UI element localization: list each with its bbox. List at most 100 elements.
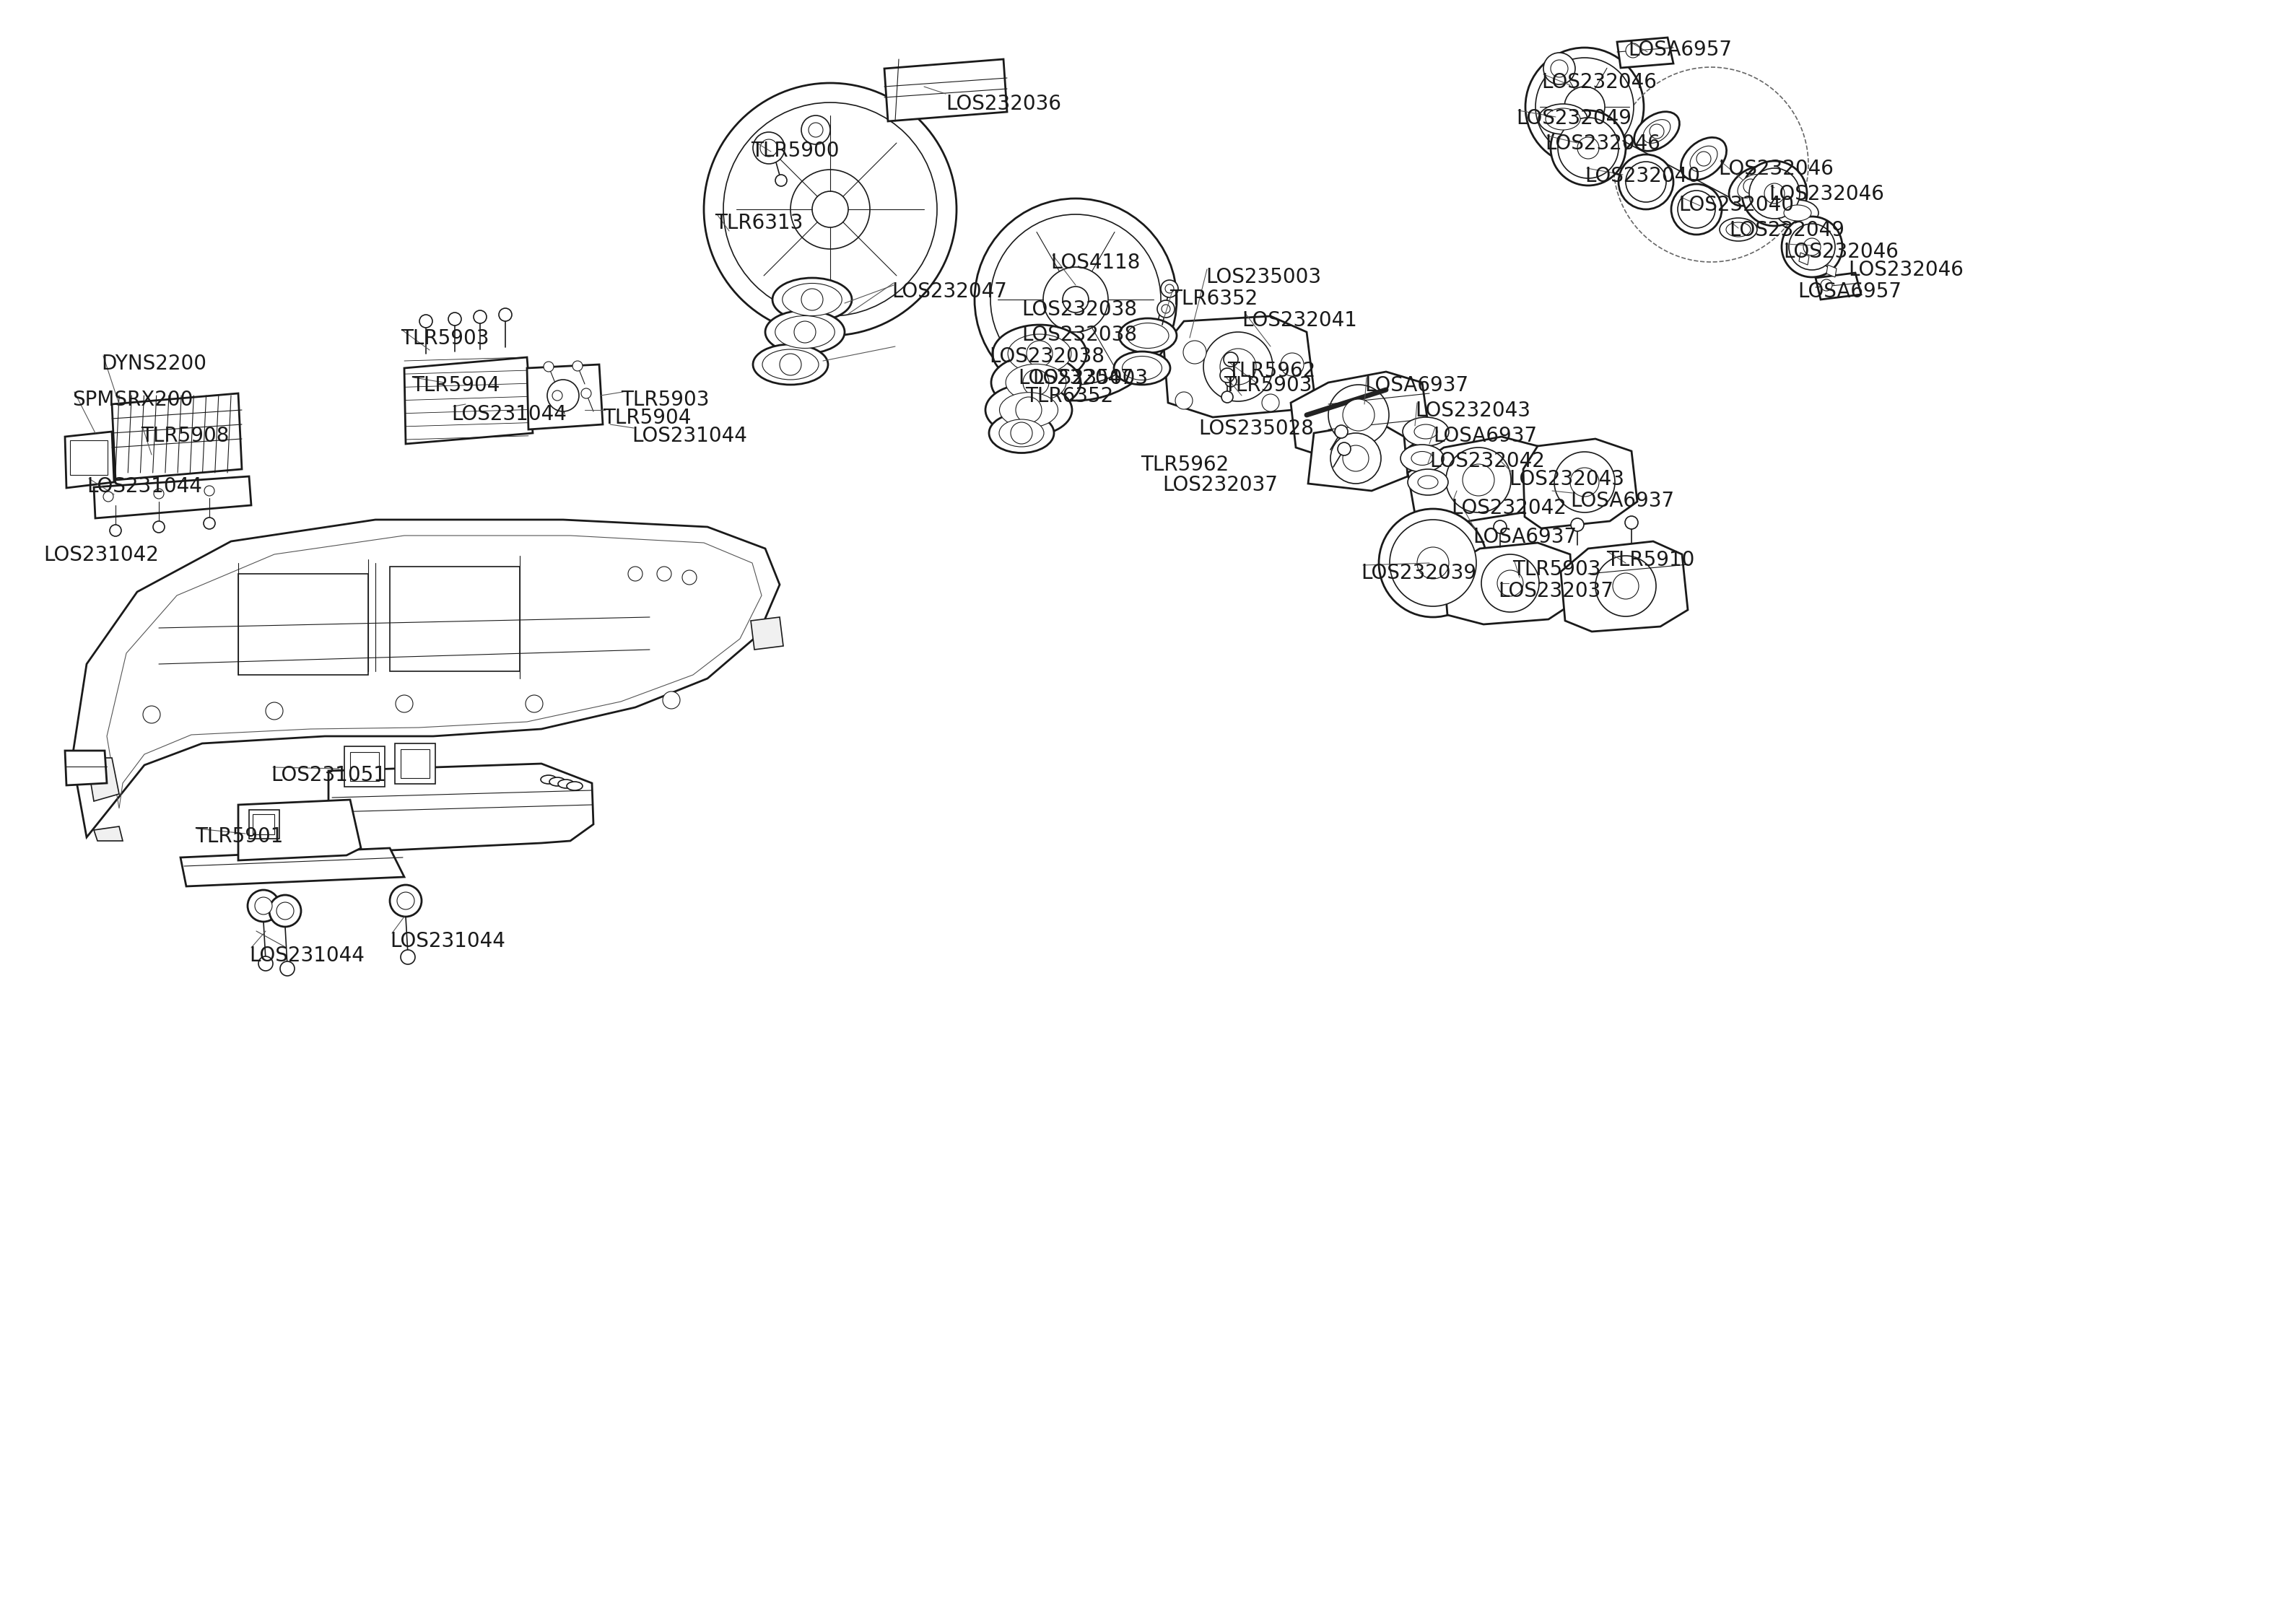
- Text: LOS232039: LOS232039: [1360, 564, 1476, 583]
- Text: SPMSRX200: SPMSRX200: [73, 390, 193, 409]
- Text: TLR5904: TLR5904: [412, 375, 500, 396]
- Text: LOS232047: LOS232047: [891, 281, 1007, 302]
- Circle shape: [1223, 352, 1237, 367]
- Bar: [252, 814, 275, 835]
- Text: LOS232040: LOS232040: [1585, 166, 1701, 187]
- Text: TLR5910: TLR5910: [1605, 551, 1694, 570]
- Ellipse shape: [998, 419, 1044, 447]
- Bar: [350, 752, 380, 781]
- Circle shape: [775, 175, 787, 187]
- Circle shape: [1389, 520, 1476, 606]
- Circle shape: [1016, 396, 1041, 422]
- Ellipse shape: [1644, 120, 1671, 143]
- Circle shape: [1417, 547, 1449, 578]
- Circle shape: [255, 896, 273, 914]
- Circle shape: [1535, 58, 1633, 156]
- Text: LOS232046: LOS232046: [1783, 242, 1899, 261]
- Ellipse shape: [1783, 205, 1812, 221]
- Text: TLR5903: TLR5903: [621, 390, 709, 409]
- Circle shape: [760, 140, 778, 156]
- Bar: [239, 573, 368, 676]
- Polygon shape: [180, 848, 405, 887]
- Text: LOS232042: LOS232042: [1430, 451, 1544, 471]
- Circle shape: [1337, 442, 1351, 455]
- Circle shape: [155, 489, 164, 499]
- Circle shape: [152, 521, 164, 533]
- Bar: [250, 810, 280, 838]
- Circle shape: [1671, 184, 1721, 234]
- Ellipse shape: [1776, 200, 1819, 226]
- Polygon shape: [1815, 273, 1860, 299]
- Circle shape: [1744, 179, 1758, 193]
- Circle shape: [259, 957, 273, 971]
- Circle shape: [1010, 422, 1032, 443]
- Text: LOSA6937: LOSA6937: [1364, 375, 1469, 396]
- Ellipse shape: [1737, 174, 1765, 198]
- Text: LOS231044: LOS231044: [450, 404, 566, 424]
- Ellipse shape: [991, 356, 1080, 409]
- Ellipse shape: [541, 775, 557, 784]
- Text: LOS232041: LOS232041: [1242, 310, 1358, 331]
- Circle shape: [1696, 151, 1710, 166]
- Ellipse shape: [1690, 146, 1717, 172]
- Text: LOSA6937: LOSA6937: [1474, 526, 1576, 547]
- Ellipse shape: [1408, 469, 1449, 495]
- Polygon shape: [327, 763, 594, 851]
- Text: LOS232043: LOS232043: [1414, 401, 1530, 421]
- Text: TLR5900: TLR5900: [750, 141, 839, 161]
- Ellipse shape: [1401, 445, 1444, 473]
- Circle shape: [1565, 86, 1605, 127]
- Ellipse shape: [1121, 356, 1162, 380]
- Polygon shape: [1826, 265, 1837, 278]
- Polygon shape: [1408, 437, 1549, 523]
- Circle shape: [810, 123, 823, 136]
- Text: LOS232037: LOS232037: [1499, 581, 1615, 601]
- Circle shape: [418, 315, 432, 328]
- Polygon shape: [1799, 253, 1810, 265]
- Circle shape: [400, 950, 416, 965]
- Text: LOS232046: LOS232046: [1542, 71, 1658, 93]
- Text: LOS232046: LOS232046: [1769, 184, 1885, 205]
- Circle shape: [1551, 60, 1569, 78]
- Circle shape: [780, 354, 800, 375]
- Circle shape: [473, 310, 487, 323]
- Ellipse shape: [1719, 218, 1758, 240]
- Ellipse shape: [550, 778, 566, 786]
- Text: TLR6313: TLR6313: [714, 213, 803, 234]
- Circle shape: [1378, 508, 1487, 617]
- Circle shape: [1164, 284, 1173, 292]
- Text: LOSA6937: LOSA6937: [1433, 425, 1537, 447]
- Ellipse shape: [753, 344, 828, 385]
- Ellipse shape: [1007, 335, 1071, 374]
- Circle shape: [1446, 448, 1510, 513]
- Circle shape: [389, 885, 421, 916]
- Polygon shape: [66, 432, 114, 487]
- Circle shape: [791, 169, 871, 248]
- Bar: [343, 747, 384, 786]
- Circle shape: [448, 312, 462, 325]
- Text: LOS232049: LOS232049: [1728, 221, 1844, 240]
- Text: LOS232037: LOS232037: [1162, 474, 1278, 495]
- Circle shape: [1553, 451, 1615, 513]
- Ellipse shape: [766, 310, 844, 354]
- Circle shape: [800, 115, 830, 145]
- Text: LOS231051: LOS231051: [271, 765, 387, 786]
- Circle shape: [1790, 224, 1835, 270]
- Circle shape: [268, 895, 300, 927]
- Circle shape: [1626, 44, 1640, 58]
- Ellipse shape: [1635, 112, 1680, 151]
- Text: TLR5904: TLR5904: [603, 408, 691, 429]
- Circle shape: [812, 192, 848, 227]
- Text: TLR5903: TLR5903: [400, 328, 489, 349]
- Text: LOS232038: LOS232038: [989, 346, 1105, 367]
- Polygon shape: [1524, 438, 1637, 528]
- Text: TLR6352: TLR6352: [1026, 387, 1114, 406]
- Bar: [389, 567, 521, 671]
- Ellipse shape: [1546, 109, 1580, 130]
- Circle shape: [582, 388, 591, 398]
- Circle shape: [1569, 468, 1599, 497]
- Polygon shape: [750, 617, 782, 650]
- Circle shape: [553, 390, 562, 401]
- Text: LOS235003: LOS235003: [1032, 369, 1148, 388]
- Polygon shape: [93, 827, 123, 841]
